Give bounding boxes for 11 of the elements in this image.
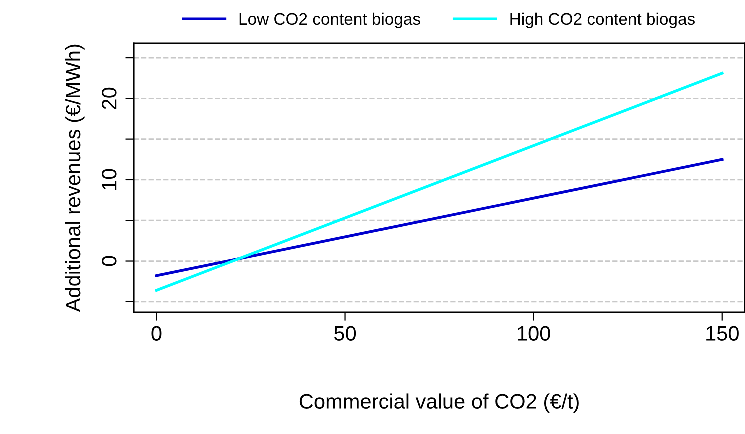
x-tick-label: 150 xyxy=(706,326,739,341)
legend-label: High CO2 content biogas xyxy=(510,12,695,28)
x-tick-label: 0 xyxy=(152,326,162,341)
x-axis-title: Commercial value of CO2 (€/t) xyxy=(300,394,579,414)
y-tick-label: 0 xyxy=(102,256,117,266)
y-tick-label: 20 xyxy=(102,88,117,110)
x-tick-label: 100 xyxy=(518,326,550,341)
legend-label: Low CO2 content biogas xyxy=(240,12,420,28)
y-axis-title: Additional revenues (€/MWh) xyxy=(65,44,85,312)
y-tick-label: 10 xyxy=(102,169,117,190)
x-tick-label: 50 xyxy=(334,326,356,341)
